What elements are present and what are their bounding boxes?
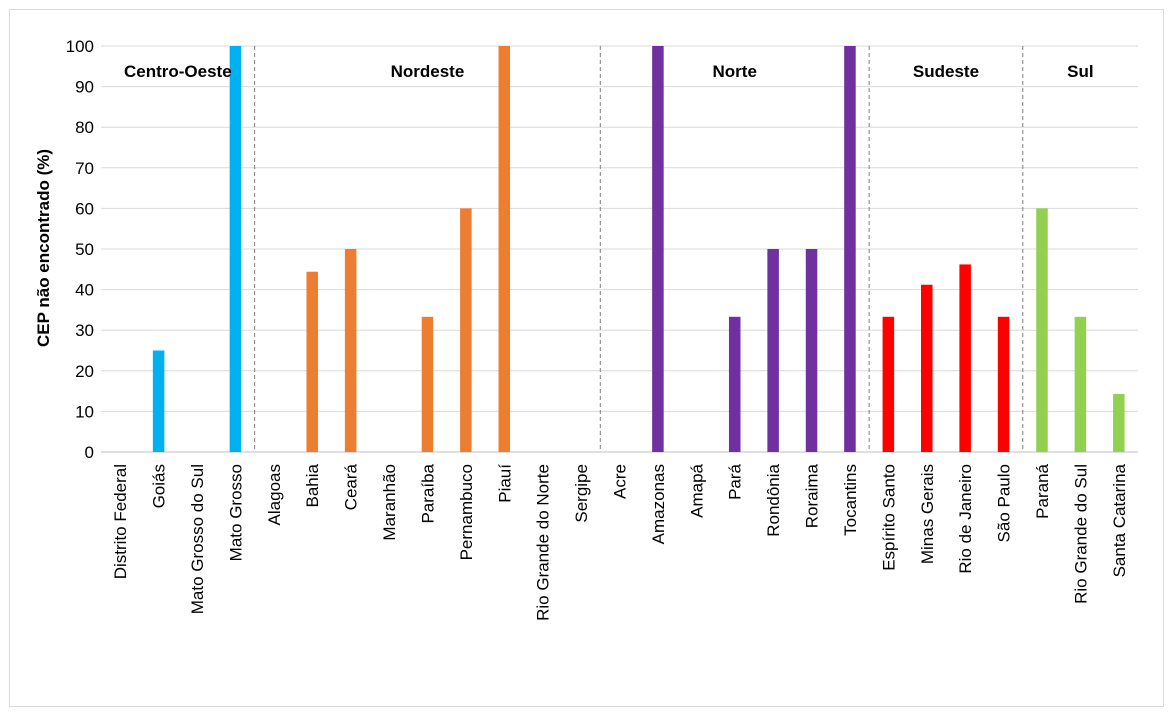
x-tick-label: Mato Grosso do Sul: [188, 464, 207, 614]
y-tick-label: 30: [75, 321, 94, 340]
x-tick-label: Amazonas: [649, 464, 668, 544]
bar: [306, 271, 319, 452]
x-tick-label: Pernambuco: [457, 464, 476, 560]
bar: [498, 46, 511, 452]
x-tick-label: Paraíba: [418, 463, 437, 523]
bar: [152, 350, 165, 452]
x-tick-label: Rondônia: [764, 463, 783, 536]
x-tick-label: Paraná: [1033, 463, 1052, 518]
x-tick-label: Roraima: [803, 463, 822, 528]
x-tick-label: Amapá: [687, 463, 706, 517]
x-tick-label: Minas Gerais: [918, 464, 937, 564]
bar: [421, 316, 434, 452]
bar: [1074, 316, 1087, 452]
region-label: Sul: [1067, 62, 1093, 81]
region-label: Nordeste: [391, 62, 465, 81]
bars: [152, 46, 1125, 452]
bar: [344, 249, 357, 452]
bar: [805, 249, 818, 452]
x-tick-label: Acre: [611, 464, 630, 499]
y-tick-labels: 0 10 20 30 40 50 60 70 80 90 100: [66, 37, 94, 462]
y-axis-title: CEP não encontrado (%): [34, 149, 53, 347]
y-tick-label: 0: [85, 443, 94, 462]
bar: [229, 46, 242, 452]
x-tick-label: Ceará: [342, 463, 361, 510]
region-label: Sudeste: [913, 62, 979, 81]
region-separators: [254, 46, 1024, 452]
bar: [728, 316, 741, 452]
bar: [460, 208, 472, 452]
x-tick-label: Rio de Janeiro: [956, 464, 975, 574]
x-tick-label: Maranhão: [380, 464, 399, 541]
y-tick-label: 20: [75, 362, 94, 381]
x-tick-labels: Distrito Federal Goiás Mato Grosso do Sul M…: [111, 463, 1129, 620]
y-tick-label: 80: [75, 118, 94, 137]
y-tick-label: 50: [75, 240, 94, 259]
bar: [844, 46, 856, 452]
chart-frame: [9, 9, 1164, 707]
x-tick-label: São Paulo: [995, 464, 1014, 542]
y-tick-label: 10: [75, 402, 94, 421]
bar: [652, 46, 664, 452]
x-tick-label: Pará: [726, 463, 745, 499]
x-tick-label: Espírito Santo: [879, 464, 898, 571]
bar: [767, 249, 779, 452]
x-tick-label: Sergipe: [572, 464, 591, 523]
x-tick-label: Mato Grosso: [226, 464, 245, 561]
bar: [997, 316, 1010, 452]
x-tick-label: Bahia: [303, 463, 322, 507]
y-tick-label: 70: [75, 159, 94, 178]
region-labels: Centro-Oeste Nordeste Norte Sudeste Sul: [124, 62, 1094, 81]
x-tick-label: Goiás: [150, 464, 169, 508]
x-tick-label: Santa Catarina: [1110, 463, 1129, 577]
y-tick-label: 60: [75, 199, 94, 218]
x-tick-label: Alagoas: [265, 464, 284, 525]
bar: [1113, 393, 1125, 452]
bar: [1036, 208, 1048, 452]
region-label: Norte: [713, 62, 757, 81]
x-tick-label: Rio Grande do Norte: [534, 464, 553, 621]
x-tick-label: Distrito Federal: [111, 464, 130, 579]
gridlines: [101, 45, 1138, 453]
x-tick-label: Rio Grande do Sul: [1071, 464, 1090, 604]
bar: [882, 316, 895, 452]
y-tick-label: 100: [66, 37, 94, 56]
region-label: Centro-Oeste: [124, 62, 232, 81]
bar: [920, 284, 933, 452]
x-tick-label: Tocantins: [841, 464, 860, 536]
bar: [959, 264, 971, 452]
y-tick-label: 40: [75, 281, 94, 300]
y-tick-label: 90: [75, 78, 94, 97]
x-tick-label: Piauí: [495, 464, 514, 503]
